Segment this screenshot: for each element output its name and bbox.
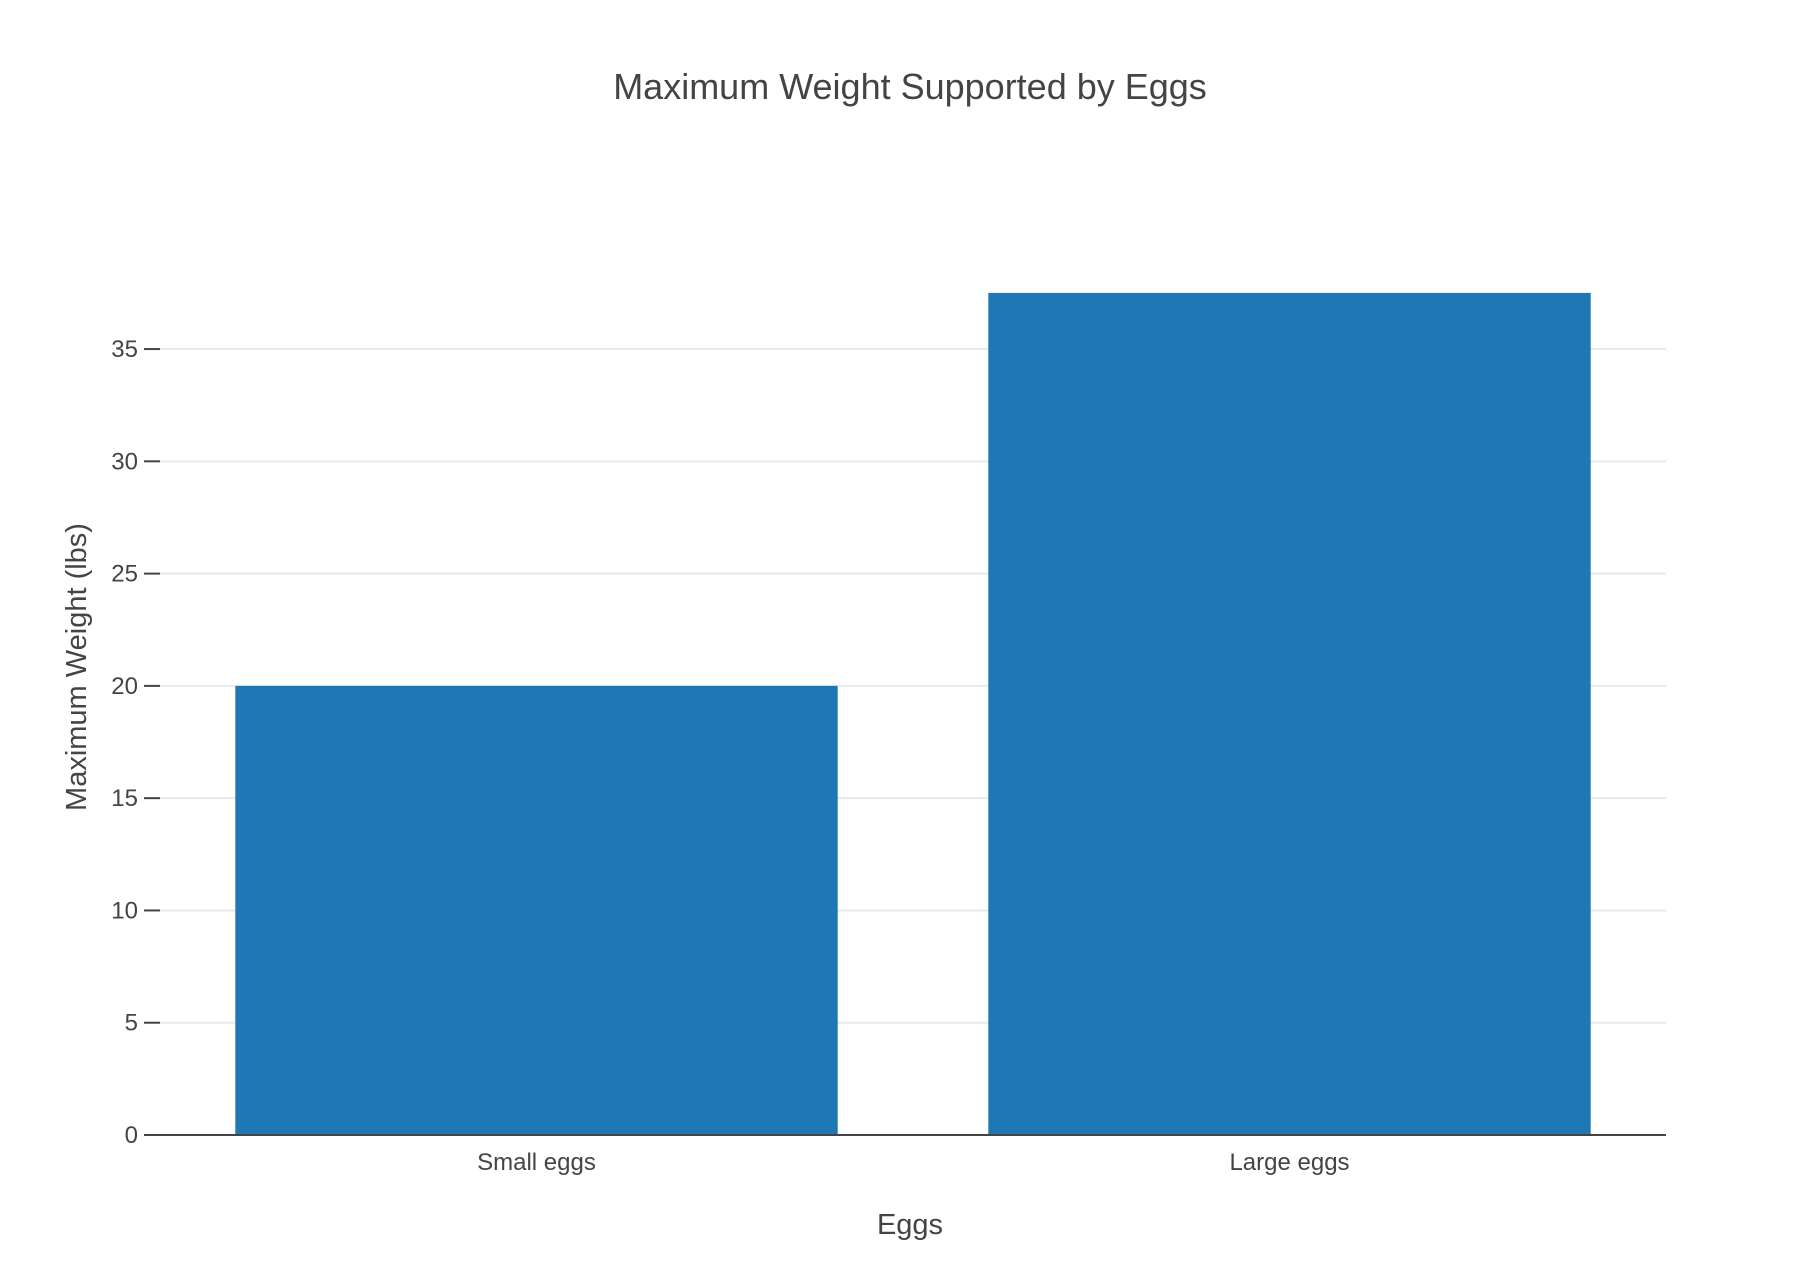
y-tick-label: 25 xyxy=(111,561,138,588)
chart-title: Maximum Weight Supported by Eggs xyxy=(613,66,1207,107)
bar-small-eggs[interactable] xyxy=(235,685,838,1135)
axes: 0 5 10 15 20 25 30 35 Small eggs Large eggs xyxy=(111,336,1666,1176)
x-tick-label: Small eggs xyxy=(477,1149,596,1176)
y-tick-label: 10 xyxy=(111,897,138,924)
y-tick-label: 30 xyxy=(111,448,138,475)
bar-large-eggs[interactable] xyxy=(988,292,1591,1136)
y-tick-label: 15 xyxy=(111,785,138,812)
y-tick-label: 5 xyxy=(125,1010,138,1037)
x-axis-title: Eggs xyxy=(877,1209,943,1241)
x-tick-label: Large eggs xyxy=(1229,1149,1349,1176)
y-tick-label: 0 xyxy=(125,1122,138,1149)
y-tick-label: 20 xyxy=(111,673,138,700)
y-axis-title: Maximum Weight (lbs) xyxy=(61,523,93,811)
bars xyxy=(235,292,1591,1136)
y-tick-label: 35 xyxy=(111,336,138,363)
